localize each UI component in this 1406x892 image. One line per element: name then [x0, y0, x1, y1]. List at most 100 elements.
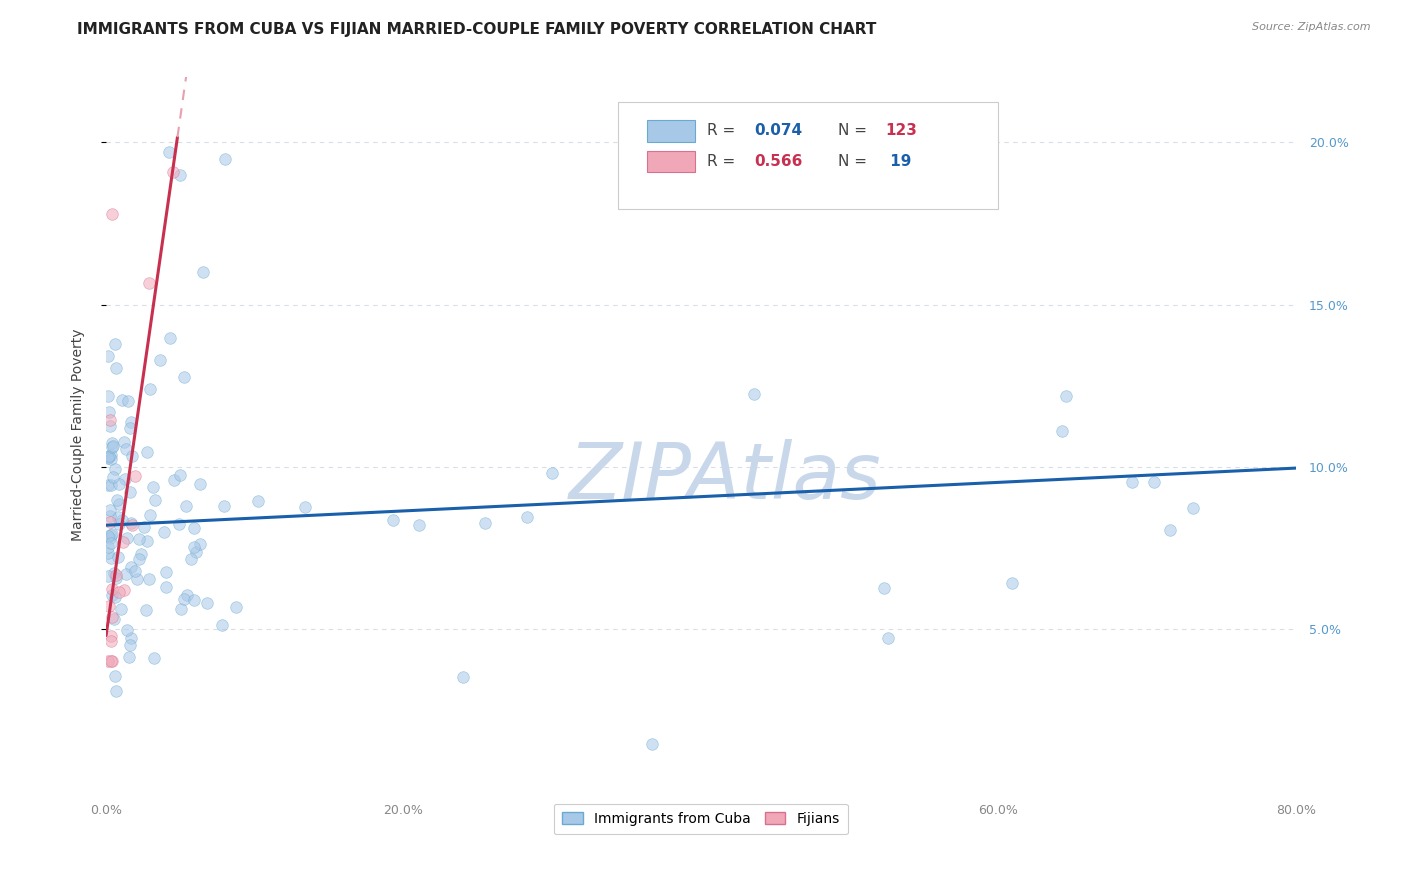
Point	[108, 476, 131, 491]
Point	[180, 551, 202, 566]
Point	[167, 516, 190, 531]
Point	[101, 207, 124, 221]
Point	[142, 480, 165, 494]
Point	[294, 500, 316, 515]
Point	[541, 466, 564, 480]
Point	[98, 508, 121, 523]
Point	[112, 583, 135, 598]
Point	[1181, 501, 1204, 516]
Point	[211, 618, 233, 632]
Point	[191, 265, 214, 279]
Point	[117, 394, 139, 409]
Point	[163, 473, 186, 487]
Point	[114, 472, 136, 486]
Point	[100, 629, 122, 643]
Text: 0.566: 0.566	[755, 154, 803, 169]
Point	[100, 449, 122, 463]
Point	[176, 588, 198, 602]
Point	[135, 603, 157, 617]
Point	[115, 531, 138, 545]
Text: ZIPAtlas: ZIPAtlas	[568, 439, 882, 516]
Point	[107, 549, 129, 564]
Point	[876, 632, 898, 646]
Point	[104, 336, 127, 351]
Point	[120, 631, 142, 645]
Point	[128, 552, 150, 566]
Point	[101, 526, 124, 541]
Point	[153, 524, 176, 539]
Point	[98, 419, 121, 434]
Point	[139, 508, 162, 523]
Point	[121, 518, 143, 533]
FancyBboxPatch shape	[647, 151, 695, 172]
Point	[108, 584, 131, 599]
Point	[108, 517, 131, 532]
Point	[100, 655, 122, 669]
Point	[131, 547, 153, 561]
Point	[100, 452, 122, 467]
Point	[159, 331, 181, 345]
Point	[169, 168, 191, 182]
Point	[183, 521, 205, 535]
FancyBboxPatch shape	[617, 103, 998, 210]
Point	[110, 393, 132, 408]
Point	[104, 683, 127, 698]
Point	[1000, 575, 1022, 590]
Point	[873, 581, 896, 595]
Text: R =: R =	[707, 123, 740, 138]
Text: IMMIGRANTS FROM CUBA VS FIJIAN MARRIED-COUPLE FAMILY POVERTY CORRELATION CHART: IMMIGRANTS FROM CUBA VS FIJIAN MARRIED-C…	[77, 22, 877, 37]
Point	[105, 571, 128, 585]
Point	[101, 588, 124, 602]
Point	[173, 592, 195, 607]
Point	[97, 449, 120, 463]
Point	[97, 450, 120, 465]
Point	[103, 566, 125, 580]
Point	[104, 590, 127, 604]
Point	[118, 421, 141, 435]
Point	[115, 567, 138, 582]
Point	[98, 531, 121, 545]
Point	[107, 497, 129, 511]
Point	[100, 634, 122, 648]
Point	[744, 386, 766, 401]
Point	[112, 534, 135, 549]
Point	[1050, 424, 1073, 438]
Point	[97, 569, 120, 583]
Point	[214, 500, 236, 514]
Y-axis label: Married-Couple Family Poverty: Married-Couple Family Poverty	[72, 328, 86, 541]
Point	[124, 564, 146, 578]
Point	[183, 540, 205, 554]
Point	[97, 477, 120, 491]
Point	[97, 529, 120, 543]
Point	[103, 439, 125, 453]
Point	[1159, 523, 1181, 537]
Text: 123: 123	[886, 123, 917, 138]
Point	[101, 610, 124, 624]
Text: 19: 19	[886, 154, 911, 169]
Point	[139, 382, 162, 396]
Point	[97, 404, 120, 418]
Point	[225, 600, 247, 615]
Point	[103, 461, 125, 475]
Point	[641, 738, 664, 752]
Point	[105, 492, 128, 507]
Point	[100, 436, 122, 450]
Point	[120, 415, 142, 429]
Point	[135, 534, 157, 549]
Point	[101, 655, 124, 669]
Point	[110, 602, 132, 616]
Point	[132, 520, 155, 534]
Point	[120, 560, 142, 574]
Point	[474, 516, 496, 530]
Point	[104, 668, 127, 682]
Point	[124, 469, 146, 483]
Point	[214, 152, 236, 166]
Point	[104, 360, 127, 375]
Point	[186, 545, 208, 559]
Point	[142, 651, 165, 665]
Point	[246, 494, 269, 508]
Point	[188, 537, 211, 551]
Point	[120, 638, 142, 652]
Text: R =: R =	[707, 154, 740, 169]
Point	[1054, 389, 1077, 403]
